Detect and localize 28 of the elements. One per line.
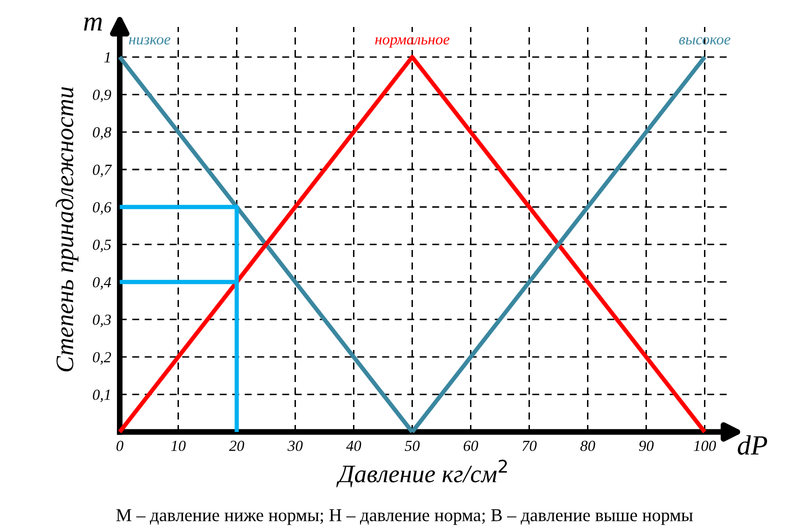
y-tick-label: 0,8: [92, 127, 112, 140]
x-tick-label: 0: [116, 440, 124, 452]
y-tick-label: 0,1: [92, 390, 110, 402]
x-tick-label: 70: [522, 440, 537, 452]
y-tick-label: 1: [104, 52, 110, 62]
y-tick-label: 0,6: [92, 202, 112, 215]
text: m: [84, 17, 102, 31]
x-tick-label: 30: [288, 440, 303, 452]
x-tick-label: 60: [464, 440, 478, 452]
y-tick-label: 0,4: [92, 277, 112, 290]
text: М – давление ниже нормы; Н – давление норма; В – давление выше нормы: [116, 509, 693, 525]
text: dP: [738, 435, 768, 455]
x-tick-label: 20: [229, 440, 244, 452]
y-tick-label: 0,9: [92, 90, 112, 102]
y-axis-title: Степень принадлежности: [56, 87, 78, 372]
series-label: нормальное: [375, 37, 450, 48]
y-tick-label: 0,3: [92, 314, 111, 328]
x-tick-label: 90: [639, 440, 654, 452]
series-label: низкое: [129, 37, 170, 45]
x-tick-label: 50: [404, 440, 420, 452]
x-tick-label: 80: [580, 440, 596, 452]
y-tick-label: 0,2: [92, 352, 112, 365]
x-tick-label: 40: [346, 440, 362, 452]
x-tick-label: 10: [171, 440, 186, 452]
y-tick-label: 0,7: [92, 164, 112, 178]
x-axis-title: Давление кг/см$^{2}$: [336, 460, 507, 488]
y-tick-label: 0,5: [92, 240, 111, 252]
x-tick-label: 100: [694, 440, 716, 452]
